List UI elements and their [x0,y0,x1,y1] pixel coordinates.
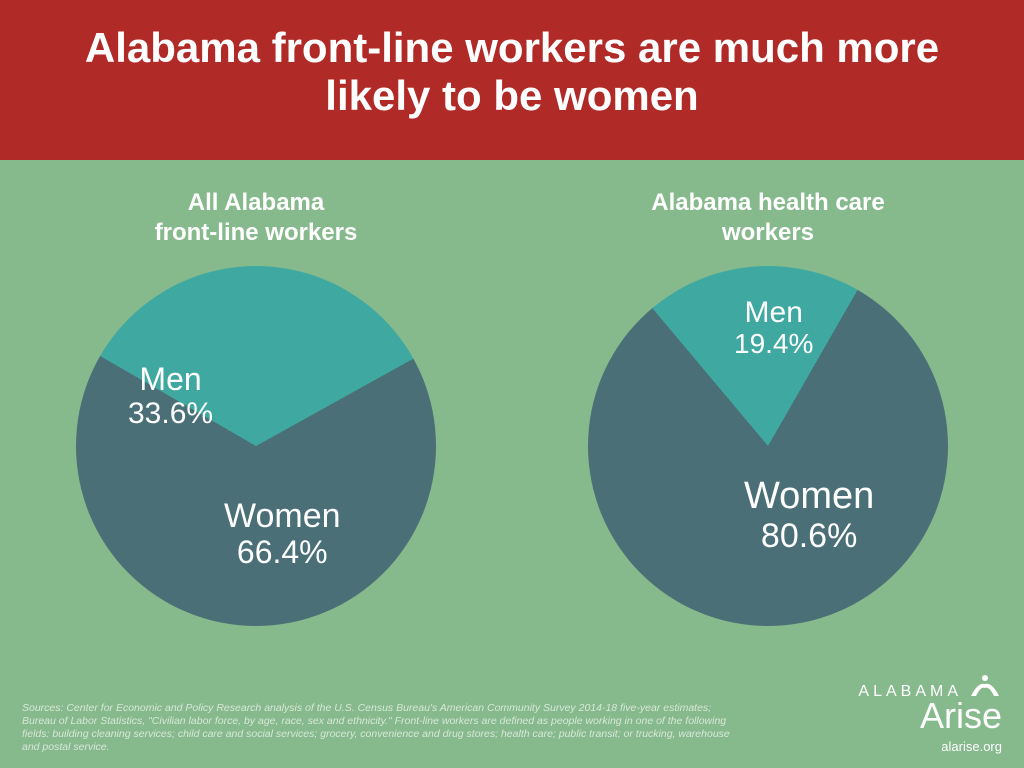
pie-chart-0 [76,266,436,626]
brand-block: ALABAMA Arise alarise.org [858,674,1002,754]
slice-label-men-1: Men 19.4% [734,296,813,360]
header-banner: Alabama front-line workers are much more… [0,0,1024,160]
slice-pct: 19.4% [734,329,813,360]
footer: Sources: Center for Economic and Policy … [0,664,1024,768]
slice-name: Women [744,476,874,518]
slice-label-women-1: Women 80.6% [744,476,874,555]
brand-url: alarise.org [941,739,1002,754]
brand-bottom-row: Arise [920,695,1002,737]
slice-pct: 33.6% [128,397,213,430]
pie-wrap-1: Men 19.4% Women 80.6% [588,266,948,626]
slice-label-men-0: Men 33.6% [128,362,213,430]
chart-title: All Alabama front-line workers [155,188,358,248]
chart-healthcare: Alabama health care workers Men 19.4% Wo… [588,188,948,626]
slice-pct: 66.4% [224,535,341,570]
page-title: Alabama front-line workers are much more… [40,24,984,121]
slice-name: Women [224,498,341,535]
chart-body: All Alabama front-line workers Men 33.6%… [0,160,1024,768]
chart-title: Alabama health care workers [651,188,884,248]
chart-all-frontline: All Alabama front-line workers Men 33.6%… [76,188,436,626]
slice-name: Men [734,296,813,329]
slice-name: Men [128,362,213,397]
slice-label-women-0: Women 66.4% [224,498,341,571]
slice-pct: 80.6% [744,518,874,555]
charts-row: All Alabama front-line workers Men 33.6%… [0,160,1024,626]
pie-wrap-0: Men 33.6% Women 66.4% [76,266,436,626]
brand-line2: Arise [920,695,1002,737]
sources-text: Sources: Center for Economic and Policy … [22,702,742,755]
infographic-page: Alabama front-line workers are much more… [0,0,1024,768]
